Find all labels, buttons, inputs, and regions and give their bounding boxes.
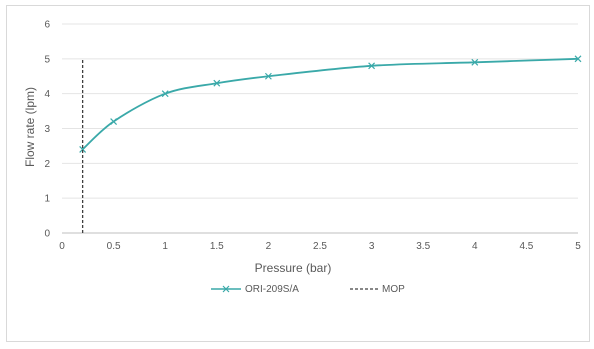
- data-point-ori-209s-a-4: [471, 58, 479, 66]
- x-tick-label-1.5: 1.5: [210, 241, 224, 252]
- series-layer: [79, 55, 582, 233]
- legend-label-mop: MOP: [382, 284, 405, 295]
- data-point-ori-209s-a-1: [161, 90, 169, 98]
- x-tick-label-0.5: 0.5: [107, 241, 121, 252]
- legend-label-ori-209s-a: ORI-209S/A: [245, 284, 299, 295]
- x-tick-label-0: 0: [59, 241, 65, 252]
- y-axis-title: Flow rate (lpm): [23, 87, 37, 167]
- data-point-ori-209s-a-2: [264, 72, 272, 80]
- tick-labels: 0 1 2 3 4 5 6 0 0.5 1 1.5 2 2.5 3 3.5 4 4.5 5: [44, 20, 581, 253]
- y-tick-label-2: 2: [44, 159, 50, 170]
- x-tick-label-4.5: 4.5: [519, 241, 533, 252]
- x-tick-label-2.5: 2.5: [313, 241, 327, 252]
- y-tick-label-6: 6: [44, 20, 50, 31]
- x-tick-label-4: 4: [472, 241, 478, 252]
- data-point-ori-209s-a-1.5: [213, 79, 221, 87]
- chart-frame: 0 1 2 3 4 5 6 0 0.5 1 1.5 2 2.5 3 3.5 4 4.5 5 Pressure (b…: [6, 5, 590, 342]
- x-tick-label-5: 5: [575, 241, 581, 252]
- x-tick-label-1: 1: [162, 241, 168, 252]
- data-point-ori-209s-a-0.2: [79, 145, 87, 153]
- data-point-ori-209s-a-5: [574, 55, 582, 63]
- legend: ORI-209S/A MOP: [211, 284, 405, 295]
- x-tick-label-2: 2: [266, 241, 272, 252]
- x-tick-label-3: 3: [369, 241, 375, 252]
- y-tick-label-0: 0: [44, 229, 50, 240]
- data-point-ori-209s-a-0.5: [110, 118, 118, 125]
- y-tick-label-5: 5: [44, 54, 50, 65]
- legend-marker-ori-209s-a: [222, 285, 230, 293]
- flow-rate-chart: 0 1 2 3 4 5 6 0 0.5 1 1.5 2 2.5 3 3.5 4 4.5 5 Pressure (b…: [23, 20, 582, 295]
- y-tick-label-1: 1: [44, 194, 50, 205]
- data-point-ori-209s-a-3: [368, 62, 376, 70]
- x-tick-label-3.5: 3.5: [416, 241, 430, 252]
- gridlines: [62, 23, 578, 199]
- y-tick-label-4: 4: [44, 89, 50, 100]
- y-tick-label-3: 3: [44, 124, 50, 135]
- series-line-ori-209s-a: [82, 57, 579, 151]
- x-axis-title: Pressure (bar): [255, 261, 332, 275]
